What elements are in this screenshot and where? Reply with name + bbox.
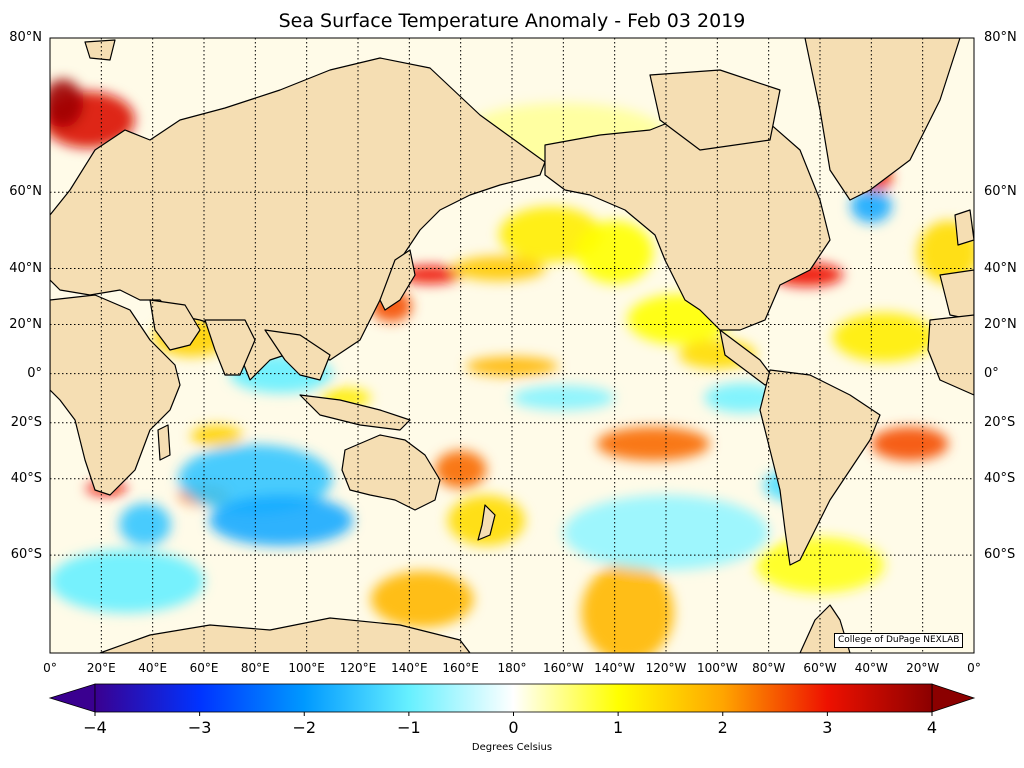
anomaly-region-19 xyxy=(50,549,204,613)
anomaly-region-18 xyxy=(119,503,171,546)
colorbar-tick-label: −2 xyxy=(292,718,317,737)
lat-label-left: 60°N xyxy=(9,184,42,200)
anomaly-region-29 xyxy=(755,537,885,593)
anomaly-region-26 xyxy=(512,385,615,411)
lat-label-left: 0° xyxy=(27,365,42,381)
anomaly-field xyxy=(50,79,974,653)
map-title: Sea Surface Temperature Anomaly - Feb 03… xyxy=(278,10,746,32)
anomaly-region-5 xyxy=(499,206,602,263)
land-madagascar xyxy=(157,424,171,461)
graticule xyxy=(50,38,974,653)
credit-label: College of DuPage NEXLAB xyxy=(834,633,964,648)
land-japan xyxy=(379,249,416,311)
lat-label-right: 20°S xyxy=(984,414,1016,430)
lon-label: 40°E xyxy=(138,661,168,675)
colorbar-tick-label: −1 xyxy=(397,718,421,737)
land-africa xyxy=(50,294,181,496)
lon-label: 60°W xyxy=(803,661,837,675)
map-frame xyxy=(49,37,975,654)
land-arctic-archipelago xyxy=(649,69,781,151)
lon-label: 20°E xyxy=(86,661,116,675)
anomaly-region-10 xyxy=(596,427,710,461)
colorbar-tick-label: 1 xyxy=(613,718,624,737)
anomaly-region-20 xyxy=(370,571,474,628)
land-svalbard xyxy=(84,39,116,61)
lat-label-left: 20°S xyxy=(10,414,42,430)
lon-label: 140°E xyxy=(391,661,428,675)
lat-label-right: 40°S xyxy=(984,470,1016,486)
land-britain xyxy=(954,209,974,246)
lon-label: 180° xyxy=(497,661,527,675)
lon-label: 120°W xyxy=(645,661,687,675)
land-australia xyxy=(341,434,441,511)
lat-label-left: 60°S xyxy=(10,547,42,563)
lon-label: 60°E xyxy=(189,661,219,675)
lon-label: 120°E xyxy=(339,661,377,675)
land-indonesia xyxy=(299,394,411,431)
lon-label: 40°W xyxy=(854,661,888,675)
lon-label: 0° xyxy=(967,661,981,675)
anomaly-region-21 xyxy=(581,562,674,653)
land-masses xyxy=(50,38,974,653)
lat-label-right: 80°N xyxy=(984,30,1017,45)
lon-label: 160°E xyxy=(442,661,479,675)
colorbar-gradient xyxy=(94,683,933,713)
lat-label-right: 0° xyxy=(984,365,999,381)
lat-label-right: 20°N xyxy=(984,316,1017,332)
colorbar-tick-label: 0 xyxy=(508,718,519,737)
colorbar-tick-label: 4 xyxy=(926,718,938,737)
lon-label: 140°W xyxy=(594,661,636,675)
land-greenland xyxy=(804,38,961,201)
colorbar-tick-label: −4 xyxy=(83,718,107,737)
lat-label-left: 40°S xyxy=(10,470,42,486)
land-antarctica xyxy=(99,617,471,653)
colorbar-min-extension xyxy=(48,683,96,713)
lon-label: 20°W xyxy=(906,661,940,675)
colorbar-max-extension xyxy=(931,683,976,713)
anomaly-region-6 xyxy=(576,220,654,284)
lat-label-right: 60°N xyxy=(984,184,1017,200)
lat-label-left: 80°N xyxy=(9,30,42,45)
colorbar-tick-label: 2 xyxy=(717,718,728,737)
lon-label: 0° xyxy=(43,661,57,675)
land-se-asia xyxy=(264,329,331,381)
anomaly-region-17 xyxy=(209,495,353,546)
lon-label: 160°W xyxy=(542,661,584,675)
lat-label-right: 60°S xyxy=(984,547,1016,563)
anomaly-region-1 xyxy=(50,79,84,128)
anomaly-region-34 xyxy=(832,312,936,362)
land-africa-west xyxy=(927,314,974,396)
colorbar-unit-label: Degrees Celsius xyxy=(471,742,553,753)
lon-label: 80°E xyxy=(240,661,270,675)
lon-label: 80°W xyxy=(752,661,786,675)
colorbar-ticks xyxy=(94,712,933,716)
anomaly-region-11 xyxy=(871,427,949,461)
anomaly-region-13 xyxy=(191,425,243,447)
colorbar-tick-label: −3 xyxy=(187,718,212,737)
lat-label-left: 20°N xyxy=(9,316,42,332)
land-india xyxy=(204,319,256,376)
lat-label-left: 40°N xyxy=(9,260,42,276)
lon-label: 100°W xyxy=(696,661,738,675)
land-iberia-west xyxy=(939,269,974,321)
colorbar-tick-label: 3 xyxy=(822,718,833,737)
colorbar xyxy=(48,683,976,716)
land-new-zealand xyxy=(477,504,496,541)
anomaly-region-12 xyxy=(435,450,487,489)
lat-label-right: 40°N xyxy=(984,260,1017,276)
lon-label: 100°E xyxy=(288,661,325,675)
